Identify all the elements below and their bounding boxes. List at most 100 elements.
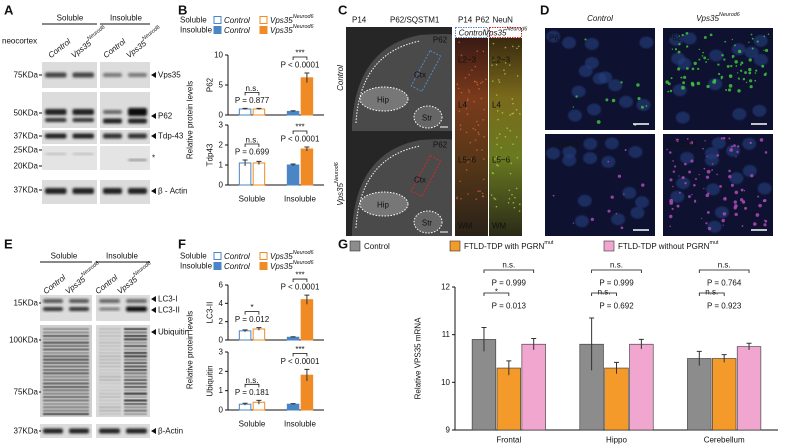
puncta xyxy=(684,182,687,185)
cell xyxy=(496,137,498,139)
cell xyxy=(472,127,475,130)
cell xyxy=(466,99,469,102)
p-value-label: P = 0.999 xyxy=(599,279,634,288)
smear xyxy=(124,375,147,378)
nucleus xyxy=(611,213,626,226)
smear xyxy=(43,413,89,416)
bracket xyxy=(292,353,308,357)
bracket xyxy=(591,292,617,296)
puncta xyxy=(737,145,740,148)
cell xyxy=(465,107,468,110)
p-value-label: P < 0.0001 xyxy=(281,61,320,70)
puncta xyxy=(681,85,685,90)
legend-label-main: Vps35 xyxy=(270,262,293,271)
smear xyxy=(43,382,89,385)
puncta xyxy=(711,169,713,171)
puncta xyxy=(706,84,710,89)
genotype-label: Control xyxy=(587,14,613,23)
band-arrow xyxy=(151,307,156,313)
smear xyxy=(99,331,121,334)
error-bar xyxy=(290,110,296,112)
legend-label: FTLD-TDP with PGRNmut xyxy=(464,240,554,251)
blot-band xyxy=(43,428,63,434)
puncta xyxy=(572,106,575,108)
puncta xyxy=(691,193,693,196)
bar xyxy=(300,148,314,186)
cell xyxy=(511,45,514,48)
puncta xyxy=(705,193,709,198)
puncta xyxy=(683,75,687,79)
band-arrow xyxy=(151,296,156,302)
puncta xyxy=(722,136,726,140)
puncta xyxy=(755,69,758,72)
region-label: Str xyxy=(422,219,433,228)
smear xyxy=(124,399,147,402)
x-tick-label: Cerebellum xyxy=(704,436,745,445)
puncta xyxy=(685,32,689,35)
puncta xyxy=(727,88,732,92)
error-bar xyxy=(242,329,248,332)
bar xyxy=(496,367,521,431)
channel-label: p-Tdp43 xyxy=(549,140,579,149)
nucleus xyxy=(744,46,759,59)
smear xyxy=(43,331,89,334)
cell xyxy=(504,73,506,75)
nucleus xyxy=(636,98,651,111)
lane-label-sup: Neurod6 xyxy=(80,260,101,278)
cell xyxy=(512,201,515,204)
smear xyxy=(124,334,147,337)
genotype-label-main: Vps35 xyxy=(484,28,507,37)
blot-band xyxy=(72,153,94,155)
genotype-label: Vps35Neurod6 xyxy=(334,161,345,206)
smear xyxy=(124,385,147,388)
puncta xyxy=(701,55,704,57)
bar xyxy=(238,162,252,186)
error-bar xyxy=(304,146,310,151)
cell xyxy=(513,206,516,209)
puncta xyxy=(675,139,679,143)
puncta xyxy=(682,81,686,85)
nucleus xyxy=(619,95,634,108)
nucleus xyxy=(584,37,599,50)
puncta xyxy=(688,170,692,174)
puncta xyxy=(731,38,733,41)
striatum xyxy=(413,210,443,234)
puncta xyxy=(731,145,734,148)
lane-label: Vps35Neurod6 xyxy=(114,260,156,296)
cell xyxy=(493,197,495,200)
blot-band xyxy=(69,307,89,311)
layer-label: L4 xyxy=(492,101,501,110)
merge-title: P14 xyxy=(458,16,473,25)
puncta xyxy=(737,77,740,80)
blot-band xyxy=(128,133,147,139)
y-axis-title: Relative protein levels xyxy=(186,81,195,159)
brain-outline xyxy=(355,145,421,229)
puncta xyxy=(734,190,739,195)
smear xyxy=(124,341,147,344)
panel-label: B xyxy=(178,3,187,18)
cell xyxy=(496,155,498,158)
puncta xyxy=(765,72,767,75)
region-label: Ctx xyxy=(414,176,426,185)
nucleus xyxy=(732,108,747,121)
smear xyxy=(124,338,147,341)
bracket xyxy=(244,143,260,147)
puncta xyxy=(731,54,735,58)
blot-band xyxy=(99,428,120,434)
cell xyxy=(460,197,462,200)
cell xyxy=(515,187,518,190)
cell xyxy=(465,169,468,171)
age-label: P14 xyxy=(352,16,367,25)
lane-label-main: Control xyxy=(46,36,72,59)
smear xyxy=(43,365,89,368)
p-value-label: P < 0.0001 xyxy=(281,357,320,366)
smear xyxy=(99,362,121,365)
puncta xyxy=(720,77,723,80)
puncta xyxy=(640,105,644,109)
puncta xyxy=(757,195,760,198)
smear xyxy=(124,348,147,351)
cell xyxy=(516,75,519,77)
marker-label: 37KDa xyxy=(14,427,39,436)
y-tick-label: 0 xyxy=(219,181,224,190)
blot xyxy=(42,146,97,170)
